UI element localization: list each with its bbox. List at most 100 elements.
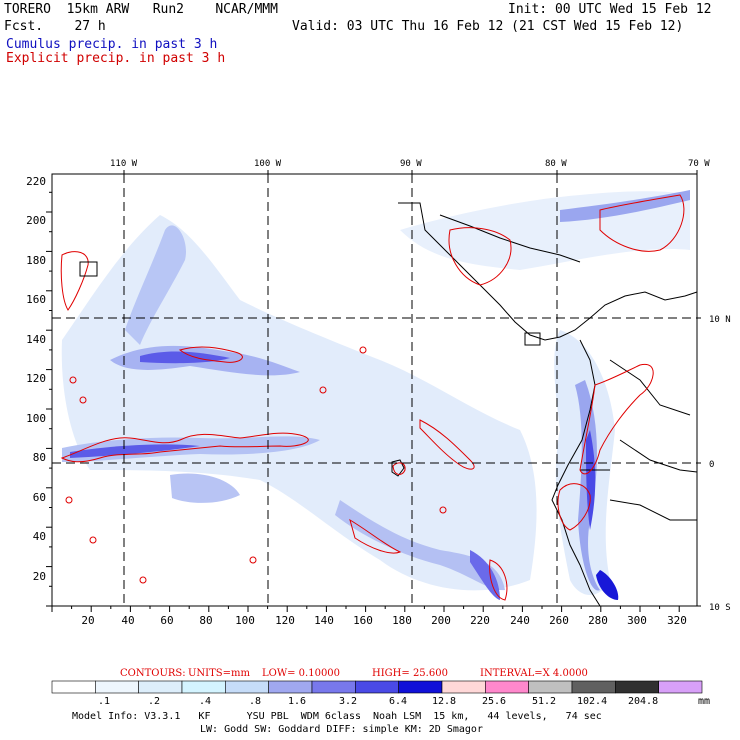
central-america-coast-north	[439, 214, 581, 263]
x-tick-label: 260	[549, 614, 569, 627]
colorbar-swatch	[138, 680, 183, 694]
lon-label-110w: 110 W	[110, 159, 138, 169]
red-contour-south-tip	[489, 559, 508, 601]
colorbar-swatch	[355, 680, 399, 694]
y-tick-label: 160	[26, 293, 46, 306]
model-info-line2: LW: Godd SW: Goddard DIFF: simple KM: 2D…	[200, 724, 483, 735]
central-america-coast	[398, 202, 698, 341]
y-tick-label: 40	[33, 530, 46, 543]
colorbar-swatch	[571, 680, 616, 694]
x-tick-label: 160	[353, 614, 373, 627]
colorbar-label: 204.8	[628, 696, 658, 707]
colorbar-swatch	[441, 680, 486, 694]
legend-explicit: Explicit precip. in past 3 h	[6, 51, 226, 66]
colorbar-label: 1.6	[288, 696, 306, 707]
contour-info-units: UNITS=mm	[188, 668, 251, 679]
colorbar-swatch	[225, 680, 269, 694]
colorbar-unit: mm	[698, 696, 710, 707]
precip-patch-south	[170, 473, 240, 503]
x-tick-label: 100	[235, 614, 255, 627]
red-contour-north-panama	[448, 227, 512, 286]
red-contour-caribbean	[599, 194, 685, 252]
colorbar-label: 51.2	[532, 696, 556, 707]
colorbar	[51, 680, 703, 694]
precip-band-sw	[335, 500, 505, 591]
y-tick-label: 200	[26, 214, 46, 227]
precip-band-caribbean	[560, 190, 690, 222]
x-tick-label: 20	[81, 614, 94, 627]
x-tick-label: 220	[470, 614, 490, 627]
colorbar-label: 3.2	[339, 696, 357, 707]
precip-band-diag	[125, 225, 186, 345]
y-tick-label: 60	[33, 491, 46, 504]
x-tick-label: 140	[314, 614, 334, 627]
red-contour-sw	[349, 518, 402, 554]
x-tick-label: 300	[627, 614, 647, 627]
lon-labels: 110 W 100 W 90 W 80 W 70 W	[110, 159, 710, 169]
x-tick-label: 280	[588, 614, 608, 627]
colorbar-label: 25.6	[482, 696, 506, 707]
model-title: TORERO 15km ARW Run2 NCAR/MMM	[4, 2, 278, 17]
colorbar-swatch	[615, 680, 659, 694]
lat-labels: 10 N 0 10 S	[709, 315, 731, 613]
lon-label-70w: 70 W	[688, 159, 710, 169]
x-tick-label: 200	[431, 614, 451, 627]
colorbar-label: .2	[148, 696, 160, 707]
precip-area-west	[61, 215, 537, 591]
colorbar-label: 102.4	[577, 696, 607, 707]
y-tick-label: 80	[33, 451, 46, 464]
model-info-line1: Model Info: V3.3.1 KF YSU PBL WDM 6class…	[72, 711, 602, 722]
x-tick-label: 60	[160, 614, 173, 627]
red-contour-coast-2	[557, 483, 591, 531]
colorbar-labels: .1 .2 .4 .8 1.6 3.2 6.4 12.8 25.6 51.2 1…	[98, 696, 710, 707]
precip-core-4	[596, 570, 619, 600]
red-contour-galapagos	[392, 462, 406, 475]
valid-time: Valid: 03 UTC Thu 16 Feb 12 (21 CST Wed …	[292, 19, 684, 34]
lon-label-100w: 100 W	[254, 159, 282, 169]
red-contour-west-scatter	[65, 346, 447, 584]
red-contour-north-band	[178, 346, 243, 363]
explicit-precip-contours	[60, 194, 685, 601]
colorbar-swatch	[398, 680, 443, 694]
red-contour-itcz-west	[60, 432, 309, 463]
x-axis-labels: 20 40 60 80 100 120 140 160 180 200 220 …	[81, 614, 687, 627]
grid-index-ticks	[46, 191, 680, 612]
y-tick-label: 100	[26, 412, 46, 425]
contour-info: CONTOURS: UNITS=mm LOW= 0.10000 HIGH= 25…	[120, 668, 588, 679]
y-axis-labels: 220 200 180 160 140 120 100 80 60 40 20	[26, 175, 46, 583]
y-tick-label: 20	[33, 570, 46, 583]
lat-label-0: 0	[709, 460, 714, 470]
red-contour-itcz-mid	[419, 419, 475, 470]
inset-box-west	[79, 261, 98, 277]
x-tick-label: 120	[275, 614, 295, 627]
colorbar-swatch	[181, 680, 226, 694]
colorbar-label: .8	[249, 696, 261, 707]
colorbar-label: .4	[199, 696, 211, 707]
colorbar-label: .1	[98, 696, 110, 707]
inset-box-panama	[524, 332, 541, 346]
contour-info-high: HIGH= 25.600	[372, 668, 448, 679]
y-tick-label: 220	[26, 175, 46, 188]
red-contour-coast-1	[579, 363, 654, 475]
colorbar-swatch	[528, 680, 573, 694]
x-tick-label: 40	[121, 614, 134, 627]
colorbar-label: 6.4	[389, 696, 407, 707]
contour-info-interval: INTERVAL=X 4.0000	[480, 668, 588, 679]
red-contour-nw	[60, 251, 89, 311]
map-frame	[51, 173, 698, 607]
y-tick-label: 140	[26, 333, 46, 346]
x-tick-label: 240	[510, 614, 530, 627]
lon-label-80w: 80 W	[545, 159, 567, 169]
init-time: Init: 00 UTC Wed 15 Feb 12	[508, 2, 712, 17]
precip-core-3	[586, 430, 596, 530]
x-tick-label: 180	[392, 614, 412, 627]
contour-info-contours: CONTOURS:	[120, 668, 186, 679]
lon-label-90w: 90 W	[400, 159, 422, 169]
lon-ticks	[123, 170, 701, 607]
lat-label-10n: 10 N	[709, 315, 731, 325]
precip-core-2	[70, 444, 200, 458]
y-tick-label: 180	[26, 254, 46, 267]
south-america-interior-line	[580, 359, 698, 521]
colorbar-swatch	[485, 680, 529, 694]
legend-cumulus: Cumulus precip. in past 3 h	[6, 37, 218, 52]
